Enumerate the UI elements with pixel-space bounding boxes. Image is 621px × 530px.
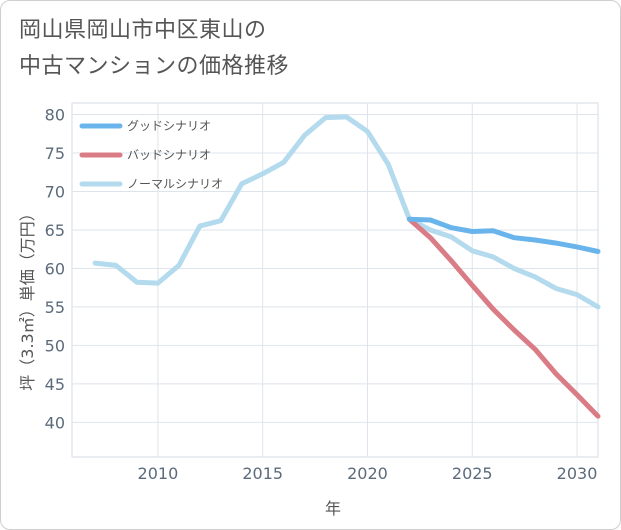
series-line — [92, 114, 601, 310]
y-tick-label: 75 — [45, 144, 65, 163]
grid-lines — [72, 103, 598, 457]
x-tick-label: 2020 — [347, 464, 388, 483]
y-tick-label: 45 — [45, 375, 65, 394]
axis-ticks: 40 45 50 55 60 65 70 75 80 2010 2015 2020 2025 2030 — [45, 106, 598, 483]
chart-title-line-2: 中古マンションの価格推移 — [19, 54, 290, 79]
y-tick-label: 60 — [45, 259, 65, 278]
x-tick-label: 2015 — [242, 464, 283, 483]
x-axis-label: 年 — [325, 499, 341, 518]
legend-label: グッドシナリオ — [127, 119, 211, 133]
y-tick-label: 40 — [45, 413, 65, 432]
chart-title: 岡山県岡山市中区東山の 中古マンションの価格推移 — [19, 13, 289, 85]
x-tick-label: 2030 — [557, 464, 598, 483]
series-line — [406, 216, 601, 254]
y-tick-label: 70 — [45, 183, 65, 202]
y-tick-label: 55 — [45, 298, 65, 317]
series-line — [406, 216, 601, 419]
legend-label: ノーマルシナリオ — [127, 177, 223, 191]
x-tick-label: 2025 — [452, 464, 493, 483]
chart-title-line-1: 岡山県岡山市中区東山の — [19, 18, 267, 43]
series-lines — [92, 114, 601, 419]
y-tick-label: 80 — [45, 106, 65, 125]
legend-label: バッドシナリオ — [127, 148, 211, 162]
y-axis-label: 坪（3.3㎡）単価（万円） — [18, 205, 37, 390]
x-tick-label: 2010 — [138, 464, 179, 483]
y-tick-label: 65 — [45, 221, 65, 240]
y-tick-label: 50 — [45, 336, 65, 355]
